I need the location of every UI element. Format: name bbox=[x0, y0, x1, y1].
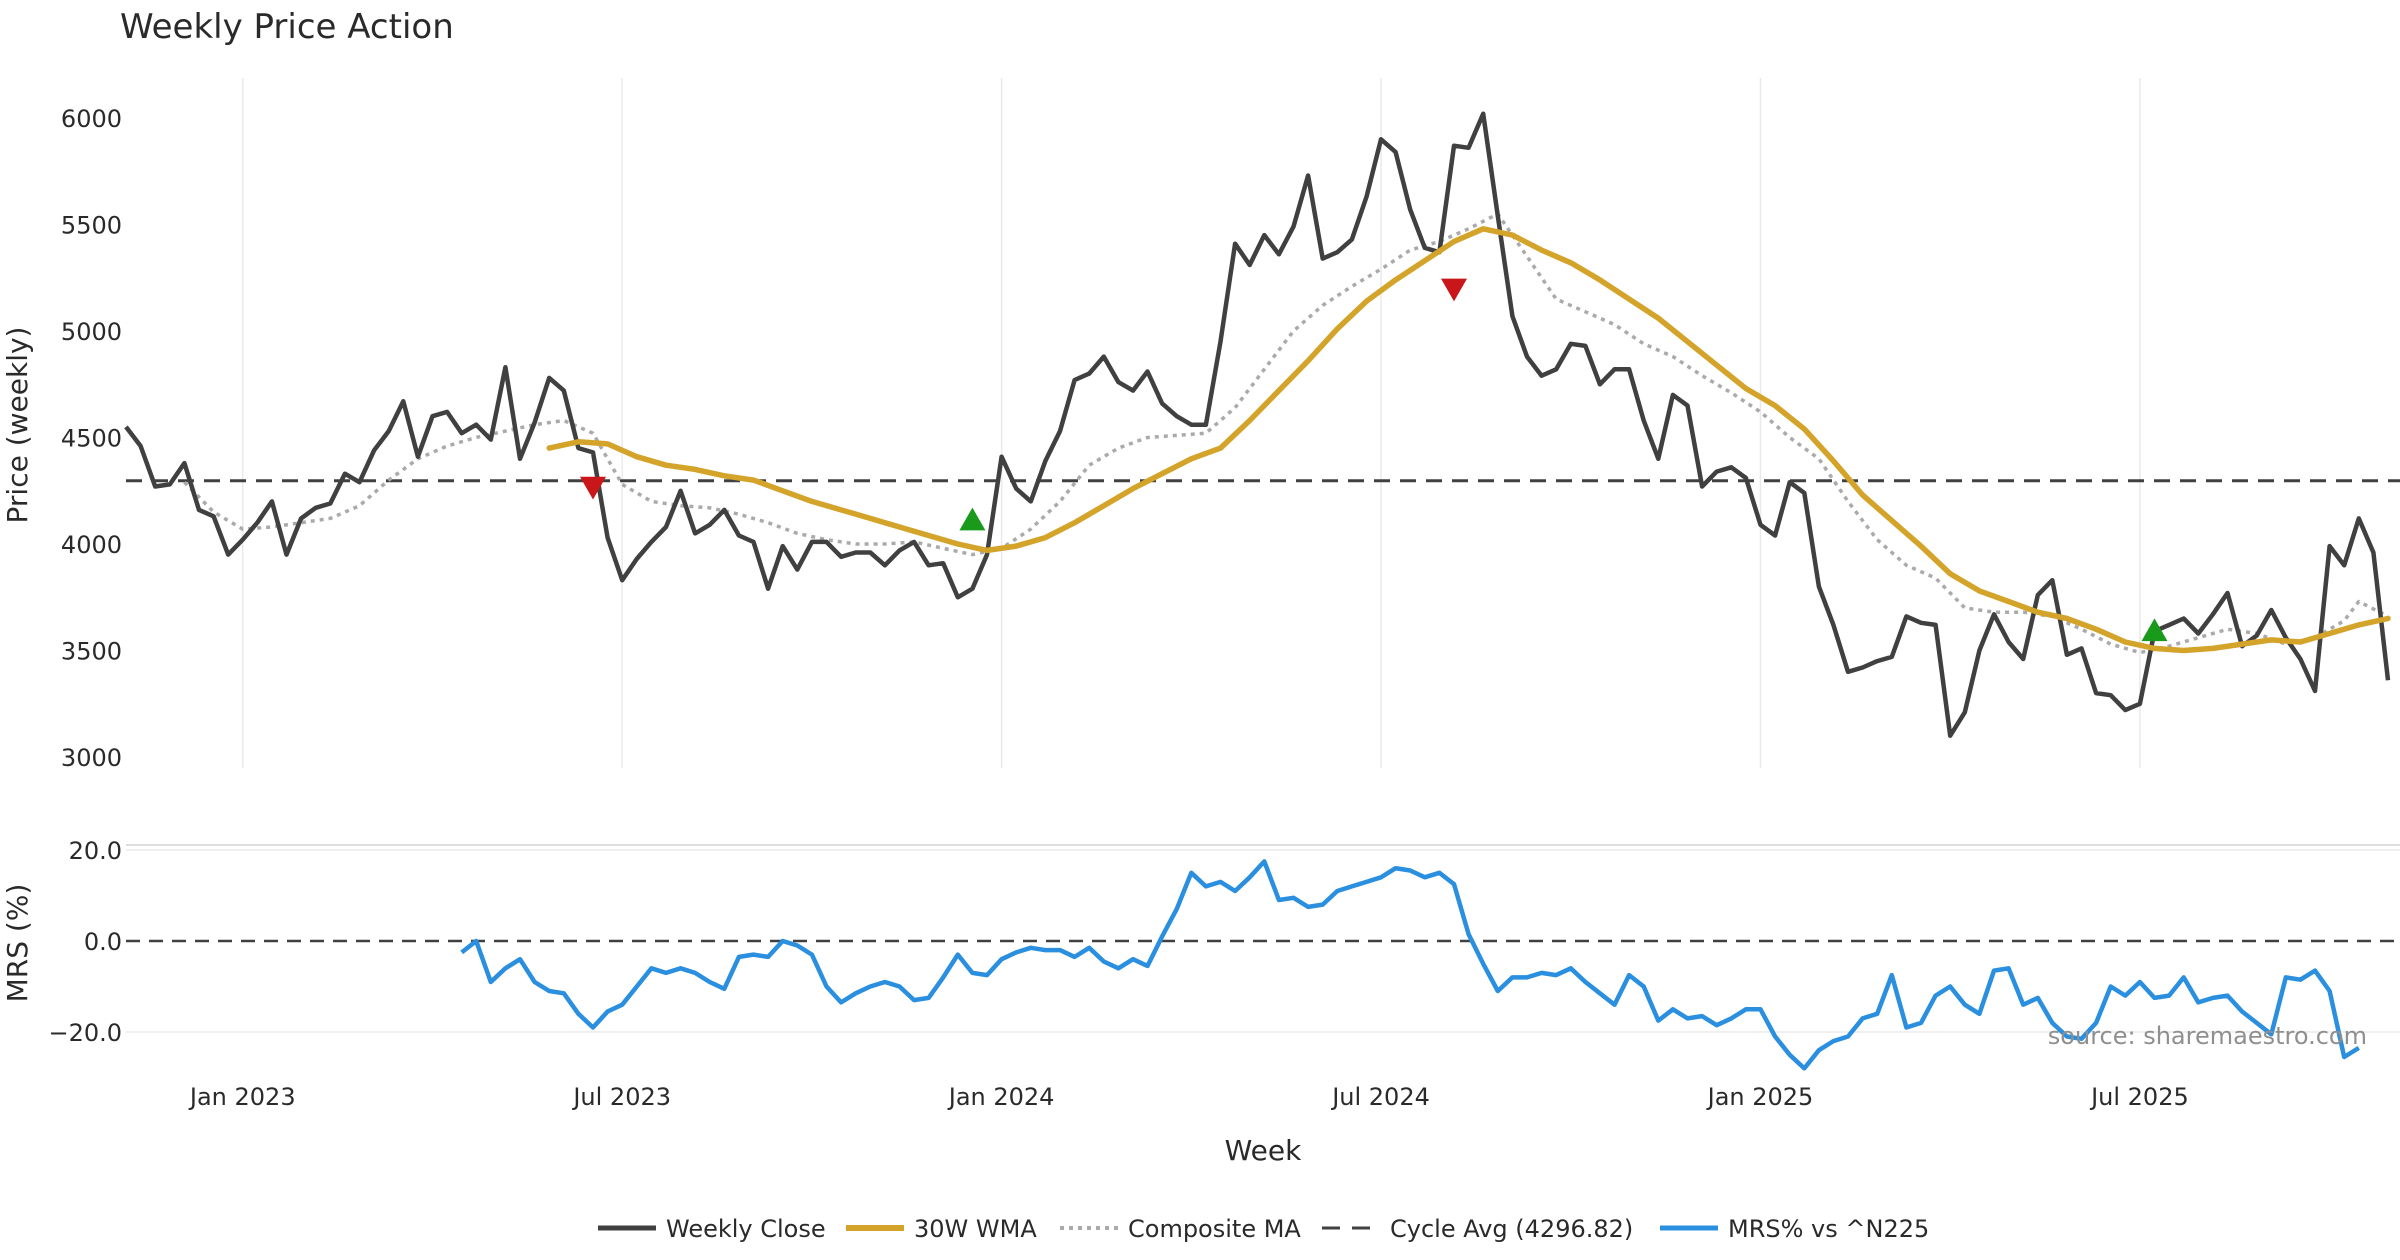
x-tick-label: Jan 2023 bbox=[188, 1083, 296, 1111]
wma-30w-line bbox=[546, 226, 2391, 654]
mrs-y-tick-label: 20.0 bbox=[69, 837, 122, 865]
price-y-axis-title: Price (weekly) bbox=[1, 327, 34, 524]
x-tick-label: Jul 2024 bbox=[1330, 1083, 1430, 1111]
legend-item-mrs: MRS% vs ^N225 bbox=[1660, 1215, 1929, 1243]
chart-title: Weekly Price Action bbox=[120, 7, 454, 47]
price-y-tick-label: 3000 bbox=[61, 744, 122, 772]
legend-label: MRS% vs ^N225 bbox=[1728, 1215, 1929, 1243]
price-y-tick-label: 3500 bbox=[61, 638, 122, 666]
price-y-tick-label: 5000 bbox=[61, 318, 122, 346]
x-tick-label: Jul 2023 bbox=[571, 1083, 671, 1111]
price-y-tick-label: 5500 bbox=[61, 212, 122, 240]
mrs-y-tick-label: −20.0 bbox=[48, 1019, 122, 1047]
weekly-close-line bbox=[124, 111, 2391, 738]
legend-label: Weekly Close bbox=[666, 1215, 826, 1243]
price-panel: 3000 3500 4000 4500 5000 5500 6000 Price (weekl… bbox=[1, 78, 2400, 772]
source-watermark: source: sharemaestro.com bbox=[2048, 1022, 2367, 1050]
legend-item-wma: 30W WMA bbox=[846, 1215, 1037, 1243]
price-y-tick-label: 6000 bbox=[61, 105, 122, 133]
legend-label: Composite MA bbox=[1128, 1215, 1301, 1243]
mrs-y-axis-title: MRS (%) bbox=[1, 884, 34, 1003]
x-axis-title: Week bbox=[1225, 1134, 1302, 1167]
buy-signal-marker bbox=[2141, 618, 2168, 642]
legend-item-cycle: Cycle Avg (4296.82) bbox=[1322, 1215, 1633, 1243]
legend-label: Cycle Avg (4296.82) bbox=[1390, 1215, 1633, 1243]
mrs-line bbox=[460, 859, 2360, 1071]
buy-signal-marker bbox=[959, 507, 986, 531]
x-axis: Jan 2023 Jul 2023 Jan 2024 Jul 2024 Jan 2025… bbox=[188, 1083, 2189, 1111]
sell-signal-marker bbox=[1441, 278, 1468, 302]
x-tick-label: Jan 2025 bbox=[1706, 1083, 1814, 1111]
x-tick-label: Jul 2025 bbox=[2089, 1083, 2189, 1111]
legend: Weekly Close 30W WMA Composite MA Cycle Avg… bbox=[598, 1215, 1929, 1243]
price-y-tick-label: 4500 bbox=[61, 425, 122, 453]
price-y-tick-label: 4000 bbox=[61, 531, 122, 559]
legend-item-composite: Composite MA bbox=[1060, 1215, 1301, 1243]
mrs-y-tick-label: 0.0 bbox=[84, 928, 122, 956]
x-tick-label: Jan 2024 bbox=[947, 1083, 1055, 1111]
mrs-panel: 20.0 0.0 −20.0 MRS (%) bbox=[1, 837, 2400, 1071]
sell-signal-marker bbox=[579, 476, 606, 500]
legend-label: 30W WMA bbox=[914, 1215, 1037, 1243]
legend-item-close: Weekly Close bbox=[598, 1215, 826, 1243]
